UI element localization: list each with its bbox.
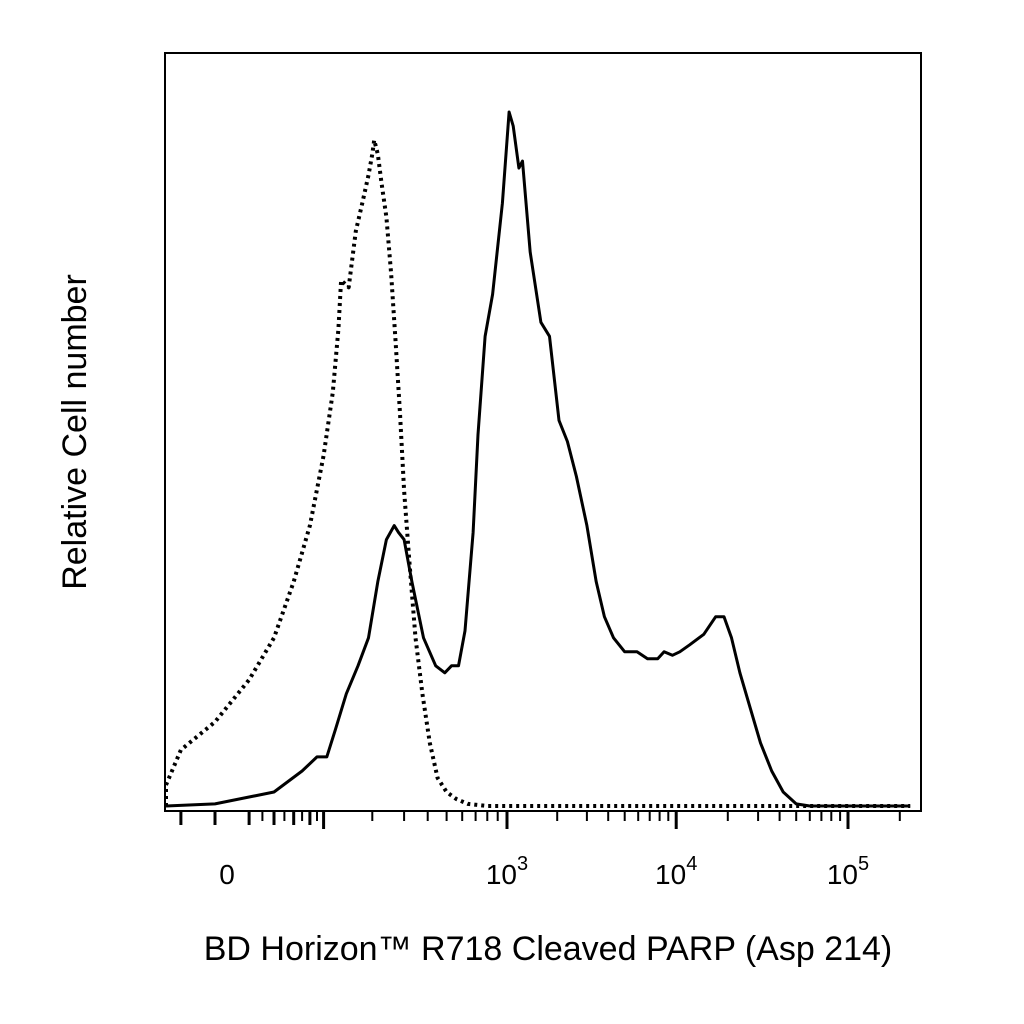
x-tick-label: 104 bbox=[655, 853, 697, 890]
x-tick-label: 0 bbox=[219, 859, 235, 890]
series-line-dotted bbox=[164, 138, 911, 808]
series-line-solid bbox=[165, 110, 911, 808]
x-axis-tick-labels: 0 103 104 105 bbox=[219, 853, 869, 890]
plot-area-frame bbox=[164, 52, 922, 812]
x-axis-ticks bbox=[179, 811, 901, 829]
x-tick-label: 103 bbox=[486, 853, 528, 890]
x-tick-label: 105 bbox=[827, 853, 869, 890]
x-axis-title: BD Horizon™ R718 Cleaved PARP (Asp 214) bbox=[204, 930, 893, 968]
series-layer bbox=[164, 110, 911, 808]
y-axis-title: Relative Cell number bbox=[56, 274, 94, 590]
